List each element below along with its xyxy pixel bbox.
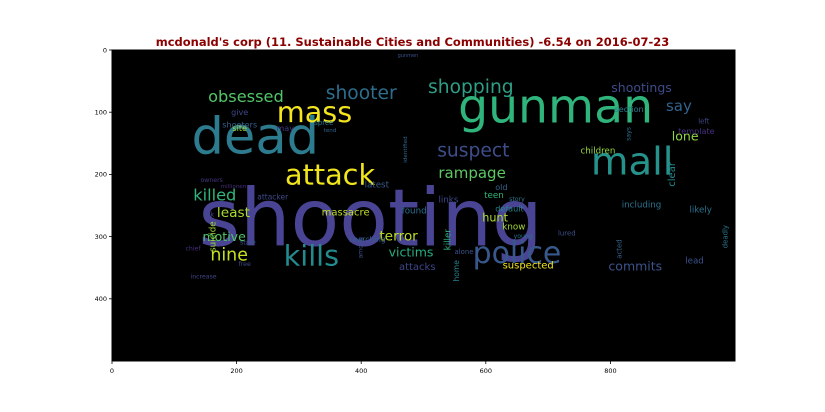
word-attack: attack xyxy=(285,157,375,191)
plot-frame xyxy=(111,49,736,362)
chart-title: mcdonald's corp (11. Sustainable Cities … xyxy=(155,35,670,49)
word-gunmen: gunmen xyxy=(398,53,419,59)
word-dead: dead xyxy=(191,108,319,167)
word-spree: spree xyxy=(314,119,333,127)
word-mall: mall xyxy=(591,139,674,184)
word-mass: mass xyxy=(277,95,352,129)
word-may: may xyxy=(276,123,294,133)
word-including: including xyxy=(622,201,662,211)
word-default: default xyxy=(495,204,523,214)
word-searching: searching xyxy=(349,235,386,244)
word-old: old xyxy=(495,182,507,192)
word-attacks: attacks xyxy=(399,262,436,273)
x-tick-label: 600 xyxy=(480,367,492,375)
word-section: section xyxy=(615,104,644,114)
word-shooters: shooters xyxy=(222,120,257,130)
word-least: least xyxy=(217,205,251,221)
word-clear: clear xyxy=(667,161,678,187)
word-terror: terror xyxy=(379,229,418,245)
word-killed: killed xyxy=(193,185,236,204)
y-axis: 0 100 200 300 400 xyxy=(95,46,112,303)
word-owners: owners xyxy=(201,177,223,184)
word-story: story xyxy=(509,196,525,203)
word-shooter: shooter xyxy=(326,83,397,104)
word-likely: likely xyxy=(690,205,712,215)
y-tick-label: 0 xyxy=(103,46,107,54)
word-free: free xyxy=(239,261,251,268)
word-suicide: suicide xyxy=(209,221,219,252)
word-commits: commits xyxy=(608,258,662,273)
word-hunt: hunt xyxy=(482,211,508,224)
x-axis: 0 200 400 600 800 xyxy=(110,361,617,375)
word-alone: alone xyxy=(455,248,474,256)
word-rampage: rampage xyxy=(438,164,505,182)
word-says: says xyxy=(626,127,633,141)
word-acted: acted xyxy=(616,239,624,258)
word-lone: lone xyxy=(672,128,699,143)
word-lured: lured xyxy=(558,229,576,237)
words-layer: shooting gunman dead mall police kills attack m… xyxy=(185,53,729,281)
word-state: state xyxy=(240,239,256,246)
word-obsessed: obsessed xyxy=(208,87,284,106)
word-chief: chief xyxy=(185,246,201,253)
word-found: found xyxy=(402,207,427,217)
y-tick-label: 100 xyxy=(95,109,107,117)
word-teen: teen xyxy=(484,191,504,201)
y-tick-label: 200 xyxy=(95,171,107,179)
word-deadly: deadly xyxy=(722,225,730,248)
word-latest: latest xyxy=(365,181,390,191)
word-say: say xyxy=(666,97,692,115)
word-template: template xyxy=(678,126,715,136)
x-tick-label: 800 xyxy=(604,367,616,375)
y-tick-label: 400 xyxy=(95,295,107,303)
word-massacre: massacre xyxy=(322,207,370,218)
word-killer: killer xyxy=(443,229,453,251)
word-motive: motive xyxy=(202,229,246,244)
word-site: site xyxy=(232,123,247,133)
word-victims: victims xyxy=(389,245,434,260)
x-tick-label: 200 xyxy=(230,367,242,375)
x-tick-label: 400 xyxy=(355,367,367,375)
word-know: know xyxy=(502,222,525,232)
word-millionen: millionen xyxy=(221,184,247,190)
word-lead: lead xyxy=(685,256,704,266)
word-kills: kills xyxy=(284,238,339,272)
word-shootings: shootings xyxy=(611,80,671,95)
word-suspected: suspected xyxy=(503,260,554,271)
word-tend: tend xyxy=(324,128,337,134)
word-attacker: attacker xyxy=(257,192,289,201)
word-children: children xyxy=(581,146,616,156)
word-left: left xyxy=(698,118,709,126)
word-suspect: suspect xyxy=(437,140,509,161)
word-young: young xyxy=(514,233,533,240)
word-identified: identified xyxy=(403,136,409,163)
x-tick-label: 0 xyxy=(110,367,114,375)
word-home: home xyxy=(452,260,461,282)
word-gunman: gunman xyxy=(458,80,653,135)
word-shooting: shooting xyxy=(199,171,543,264)
word-give: give xyxy=(231,107,248,117)
word-among: among xyxy=(358,237,365,259)
plot-background xyxy=(112,50,735,361)
word-police: police xyxy=(473,236,562,271)
word-shopping: shopping xyxy=(428,77,514,98)
word-nine: nine xyxy=(210,245,248,265)
word-increase: increase xyxy=(191,274,217,281)
word-links: links xyxy=(438,196,458,206)
word-link: link xyxy=(203,211,214,218)
y-tick-label: 300 xyxy=(95,233,107,241)
